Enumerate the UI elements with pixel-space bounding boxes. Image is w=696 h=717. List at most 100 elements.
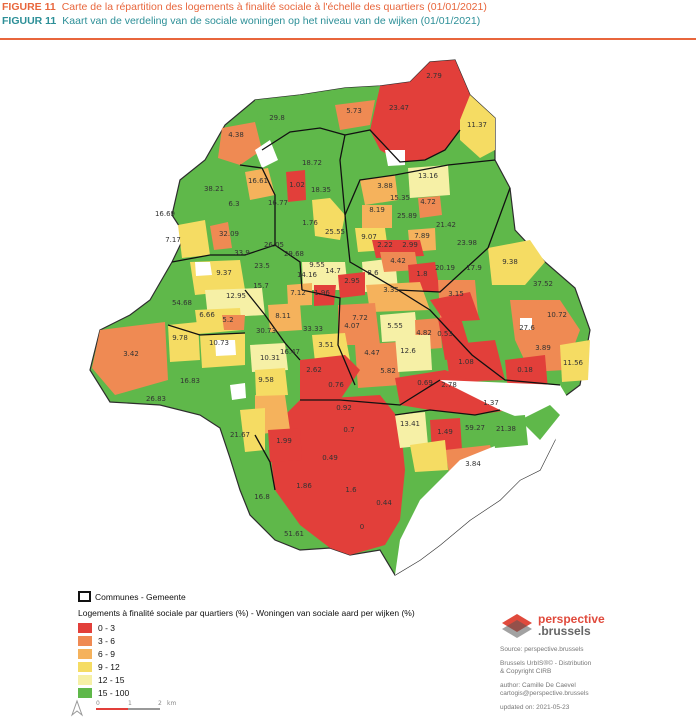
map-value-label: 1.76 [302, 219, 318, 227]
credit-copyright-2: & Copyright CIRB [500, 668, 552, 675]
map-value-label: 0.69 [417, 379, 433, 387]
map-value-label: 7.17 [165, 236, 181, 244]
legend-class-5: 15 - 100 [78, 686, 415, 699]
map-value-label: 14.16 [297, 271, 318, 279]
map-value-label: 1.6 [345, 486, 357, 494]
map-value-label: 25.55 [325, 228, 345, 236]
map-value-label: 59.27 [465, 424, 485, 432]
map-value-label: 0.76 [328, 381, 344, 389]
brand-block: perspective .brussels Source: perspectiv… [500, 612, 690, 717]
map-value-label: 3.84 [465, 460, 481, 468]
region-fill [89, 59, 591, 576]
map-value-label: 29.68 [284, 250, 304, 258]
map-value-label: 7.12 [290, 289, 306, 297]
legend-swatch [78, 661, 92, 672]
scale-segment [96, 708, 128, 710]
map-value-label: 13.16 [418, 172, 439, 180]
map-value-label: 4.82 [416, 329, 432, 337]
map-value-label: 29.8 [269, 114, 285, 122]
figure-header: FIGURE 11 Carte de la répartition des log… [0, 0, 696, 28]
map-value-label: 0.92 [336, 404, 352, 412]
map-value-label: 7.89 [414, 232, 430, 240]
map-value-label: 1.49 [437, 428, 453, 436]
map-value-label: 26.05 [264, 241, 284, 249]
scale-tick-1: 1 [128, 700, 132, 707]
map-value-label: 15.7 [253, 282, 269, 290]
map-value-label: 8.6 [367, 269, 379, 277]
credit-source: Source: perspective.brussels [500, 646, 584, 653]
map-value-label: 11.56 [563, 359, 584, 367]
map-value-label: 15.35 [390, 194, 410, 202]
legend-class-label: 6 - 9 [98, 648, 116, 659]
scale-tick-0: 0 [96, 700, 100, 707]
map-value-label: 23.47 [389, 104, 409, 112]
map-value-label: 18.72 [302, 159, 322, 167]
map-value-label: 2.62 [306, 366, 322, 374]
map-value-label: 9.38 [502, 258, 518, 266]
legend-swatch [78, 635, 92, 646]
map-value-label: 23.5 [254, 262, 270, 270]
legend-swatch [78, 648, 92, 659]
legend-swatch [78, 687, 92, 698]
brussels-map: 2.79 23.47 11.37 29.8 5.73 4.38 18.72 16.61 1.02… [89, 59, 591, 576]
legend-class-label: 15 - 100 [98, 687, 130, 698]
map-value-label: 16.69 [155, 210, 175, 218]
map-value-label: 18.35 [311, 186, 331, 194]
legend-class-3: 9 - 12 [78, 660, 415, 673]
map-value-label: 6.3 [228, 200, 239, 208]
header-rule [0, 38, 696, 40]
figure-caption-nl: Kaart van de verdeling van de sociale wo… [62, 15, 481, 27]
map-value-label: 1.86 [296, 482, 312, 490]
legend-swatch [78, 622, 92, 633]
figure-number-fr: FIGURE 11 [2, 1, 56, 13]
scale-unit: km [167, 700, 176, 707]
brand-diamond-icon [502, 614, 532, 638]
map-value-label: 1.02 [289, 181, 305, 189]
map-value-label: 0.53 [437, 330, 453, 338]
map-value-label: 5.55 [387, 322, 403, 330]
map-value-label: 4.42 [390, 257, 406, 265]
map-value-label: 23.98 [457, 239, 477, 247]
legend-class-0: 0 - 3 [78, 621, 415, 634]
map-credits: Source: perspective.brussels Brussels Ur… [500, 646, 690, 712]
map-value-label: 9.58 [258, 376, 274, 384]
legend-communes: Communes - Gemeente [78, 591, 415, 602]
map-value-label: 16.8 [254, 493, 270, 501]
map-value-label: 37.52 [533, 280, 553, 288]
map-value-label: 5.82 [380, 367, 396, 375]
brand-name: perspective [538, 612, 605, 626]
map-value-label: 27.6 [519, 324, 535, 332]
map-value-label: 4.38 [228, 131, 244, 139]
scale-tick-2: 2 [158, 700, 162, 707]
map-value-label: 1.8 [416, 270, 427, 278]
legend-class-2: 6 - 9 [78, 647, 415, 660]
map-value-label: 11.37 [467, 121, 487, 129]
legend-class-label: 9 - 12 [98, 661, 120, 672]
map-value-label: 0 [360, 523, 364, 531]
scale-segment [128, 708, 160, 710]
map-value-label: 5.2 [222, 316, 233, 324]
map-value-label: 54.68 [172, 299, 192, 307]
map-value-label: 1.99 [276, 437, 292, 445]
map-value-label: 3.42 [123, 350, 139, 358]
scale-bar: 0 1 2 km [70, 699, 176, 717]
map-value-label: 2.22 [377, 241, 393, 249]
legend-title: Logements à finalité sociale par quartie… [78, 608, 415, 618]
map-value-label: 1.08 [458, 358, 474, 366]
map-value-label: 0.7 [343, 426, 354, 434]
map-value-label: 4.47 [364, 349, 380, 357]
map-value-label: 1.96 [314, 289, 330, 297]
map-value-label: 1.37 [483, 399, 499, 407]
map-value-label: 12.95 [226, 292, 246, 300]
map-value-label: 9.07 [361, 233, 377, 241]
map-value-label: 9.37 [216, 269, 232, 277]
map-value-label: 3.35 [383, 286, 399, 294]
map-value-label: 9.55 [309, 261, 325, 269]
map-value-label: 8.19 [369, 206, 385, 214]
map-value-label: 3.15 [448, 290, 464, 298]
map-value-label: 16.77 [268, 199, 288, 207]
map-value-label: 5.73 [346, 107, 362, 115]
map-value-label: 12.6 [400, 347, 416, 355]
map-value-label: 16.47 [280, 348, 300, 356]
map-value-label: 21.67 [230, 431, 250, 439]
